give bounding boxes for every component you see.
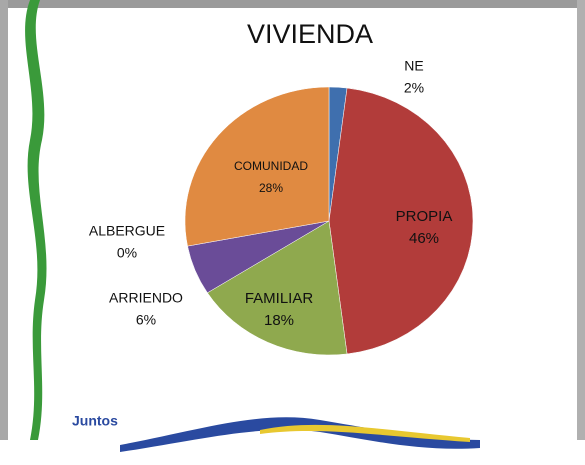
value-label: 28% [259,181,283,195]
logo-text: Juntos [72,413,118,429]
chart-title: VIVIENDA [247,19,373,49]
yellow-wave [260,424,470,442]
category-label: FAMILIAR [245,290,314,307]
pie-slice [328,87,474,355]
right-border [577,0,585,440]
top-border [0,0,585,8]
blue-wave [120,417,480,452]
value-label: 0% [117,245,137,261]
value-label: 18% [264,312,294,329]
category-label: ARRIENDO [109,290,183,306]
category-label: ALBERGUE [89,223,165,239]
left-border [0,0,8,440]
value-label: 6% [136,312,156,328]
pie-slice [207,220,348,356]
value-label: 2% [404,80,424,96]
value-label: 46% [409,230,439,247]
category-label: COMUNIDAD [234,159,308,173]
pie [184,86,474,356]
category-label: NE [404,58,423,74]
green-ribbon [25,0,47,440]
pie-slice [184,86,330,247]
category-label: PROPIA [396,208,453,225]
labels: NE 2% PROPIA 46% FAMILIAR 18% ARRIENDO 6% ALBERG… [89,58,452,329]
